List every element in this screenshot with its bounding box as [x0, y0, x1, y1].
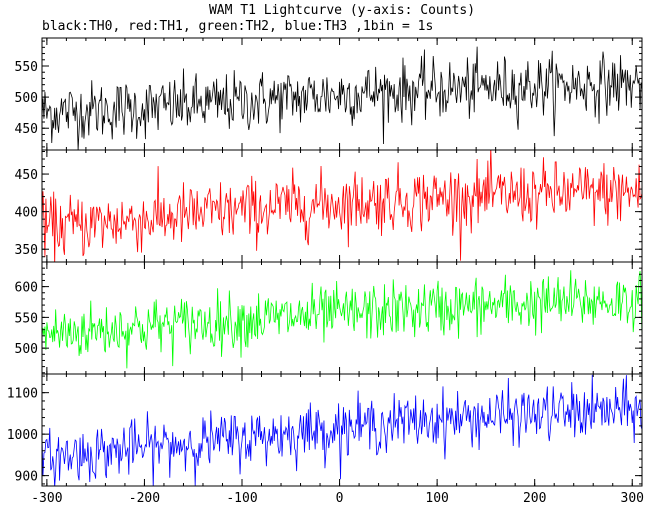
y-tick-label: 1000: [7, 428, 38, 443]
chart-subtitle: black:TH0, red:TH1, green:TH2, blue:TH3 …: [42, 19, 433, 34]
x-tick-label: 300: [621, 491, 644, 505]
y-tick-label: 400: [15, 206, 38, 221]
x-tick-label: -200: [129, 491, 160, 505]
y-tick-label: 500: [15, 91, 38, 106]
y-tick-label: 900: [15, 470, 38, 485]
series-line-th3: [42, 374, 642, 486]
panel-th1: 350 400 450: [15, 149, 643, 263]
x-tick-label: -300: [31, 491, 62, 505]
panel-frame: [41, 373, 643, 487]
series-line-th1: [42, 150, 642, 262]
y-tick-label: 1100: [7, 387, 38, 402]
x-tick-label: 0: [336, 491, 344, 505]
x-tick-label: 200: [523, 491, 546, 505]
panel-th0: 450 500 550: [15, 37, 643, 151]
x-tick-label: -100: [226, 491, 257, 505]
y-tick-label: 550: [15, 60, 38, 75]
y-tick-label: 500: [15, 342, 38, 357]
panel-frame: [41, 261, 643, 375]
x-tick-label: 100: [425, 491, 448, 505]
chart-title: WAM T1 Lightcurve (y-axis: Counts): [209, 3, 475, 18]
panel-th3: 900 1000 1100: [7, 373, 643, 487]
x-axis: -300 -200 -100 0 100 200 300: [31, 491, 644, 505]
y-tick-label: 450: [15, 168, 38, 183]
y-tick-label: 600: [15, 281, 38, 296]
y-tick-label: 350: [15, 243, 38, 258]
panel-th2: 500 550 600: [15, 261, 643, 375]
series-line-th0: [42, 46, 642, 150]
panels-group: 450 500 550 350 400 450 500 550 600 900 1000 1100: [7, 37, 643, 487]
y-tick-label: 550: [15, 311, 38, 326]
series-line-th2: [42, 270, 642, 369]
y-tick-label: 450: [15, 122, 38, 137]
